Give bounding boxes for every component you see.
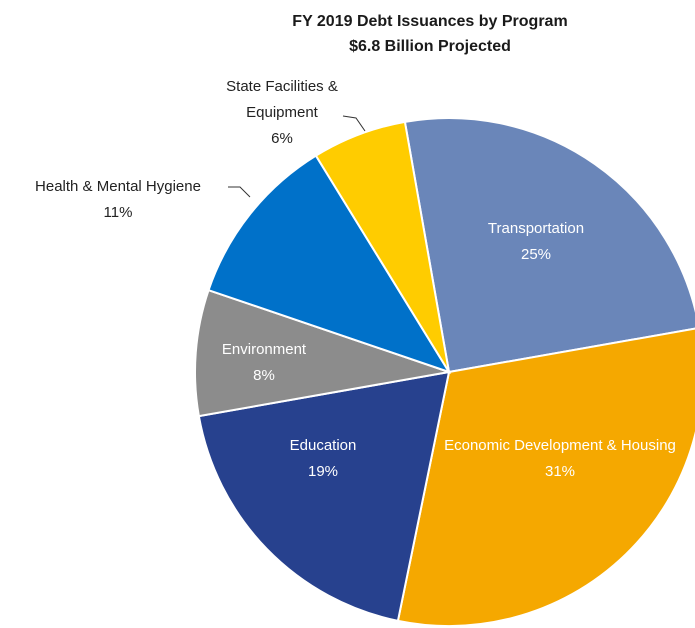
category-label: State Facilities & Equipment [226,78,338,121]
label-box: Economic Development & Housing 31% [440,433,680,485]
slice [194,288,450,418]
slice-label: Health & Mental Hygiene 11% [3,174,233,226]
slice [197,370,451,622]
label-box: Education 19% [223,433,423,485]
leader-line [342,115,366,132]
slice-label: Transportation 25% [436,216,636,268]
category-label: Economic Development & Housing [444,437,676,454]
slice-label: Education 19% [223,433,423,485]
category-label: Environment [221,341,307,358]
label-box: Environment 8% [164,337,364,389]
slice [403,117,695,374]
label-box: State Facilities & Equipment 6% [202,74,362,152]
value-label: 25% [520,246,552,263]
leader-lines [228,115,366,198]
value-label: 31% [544,463,576,480]
label-box: Health & Mental Hygiene 11% [3,174,233,226]
category-label: Health & Mental Hygiene [35,178,201,195]
category-label: Transportation [487,220,585,237]
chart-subtitle: $6.8 Billion Projected [349,38,511,55]
value-label: 19% [307,463,339,480]
value-label: 8% [253,367,275,384]
slice [207,154,452,374]
labels: Transportation 25% Economic Development & … [3,74,680,485]
value-label: 11% [103,204,133,221]
category-label: Education [289,437,357,454]
leader-line [228,186,251,198]
slice [396,327,695,627]
value-label: 6% [271,130,293,147]
chart-title: FY 2019 Debt Issuances by Program [292,13,567,30]
slice-label: Economic Development & Housing 31% [440,433,680,485]
slice [314,120,450,373]
slice-label: Environment 8% [164,337,364,389]
label-box: Transportation 25% [436,216,636,268]
slice-label: State Facilities & Equipment 6% [202,74,362,152]
slices [194,117,695,627]
